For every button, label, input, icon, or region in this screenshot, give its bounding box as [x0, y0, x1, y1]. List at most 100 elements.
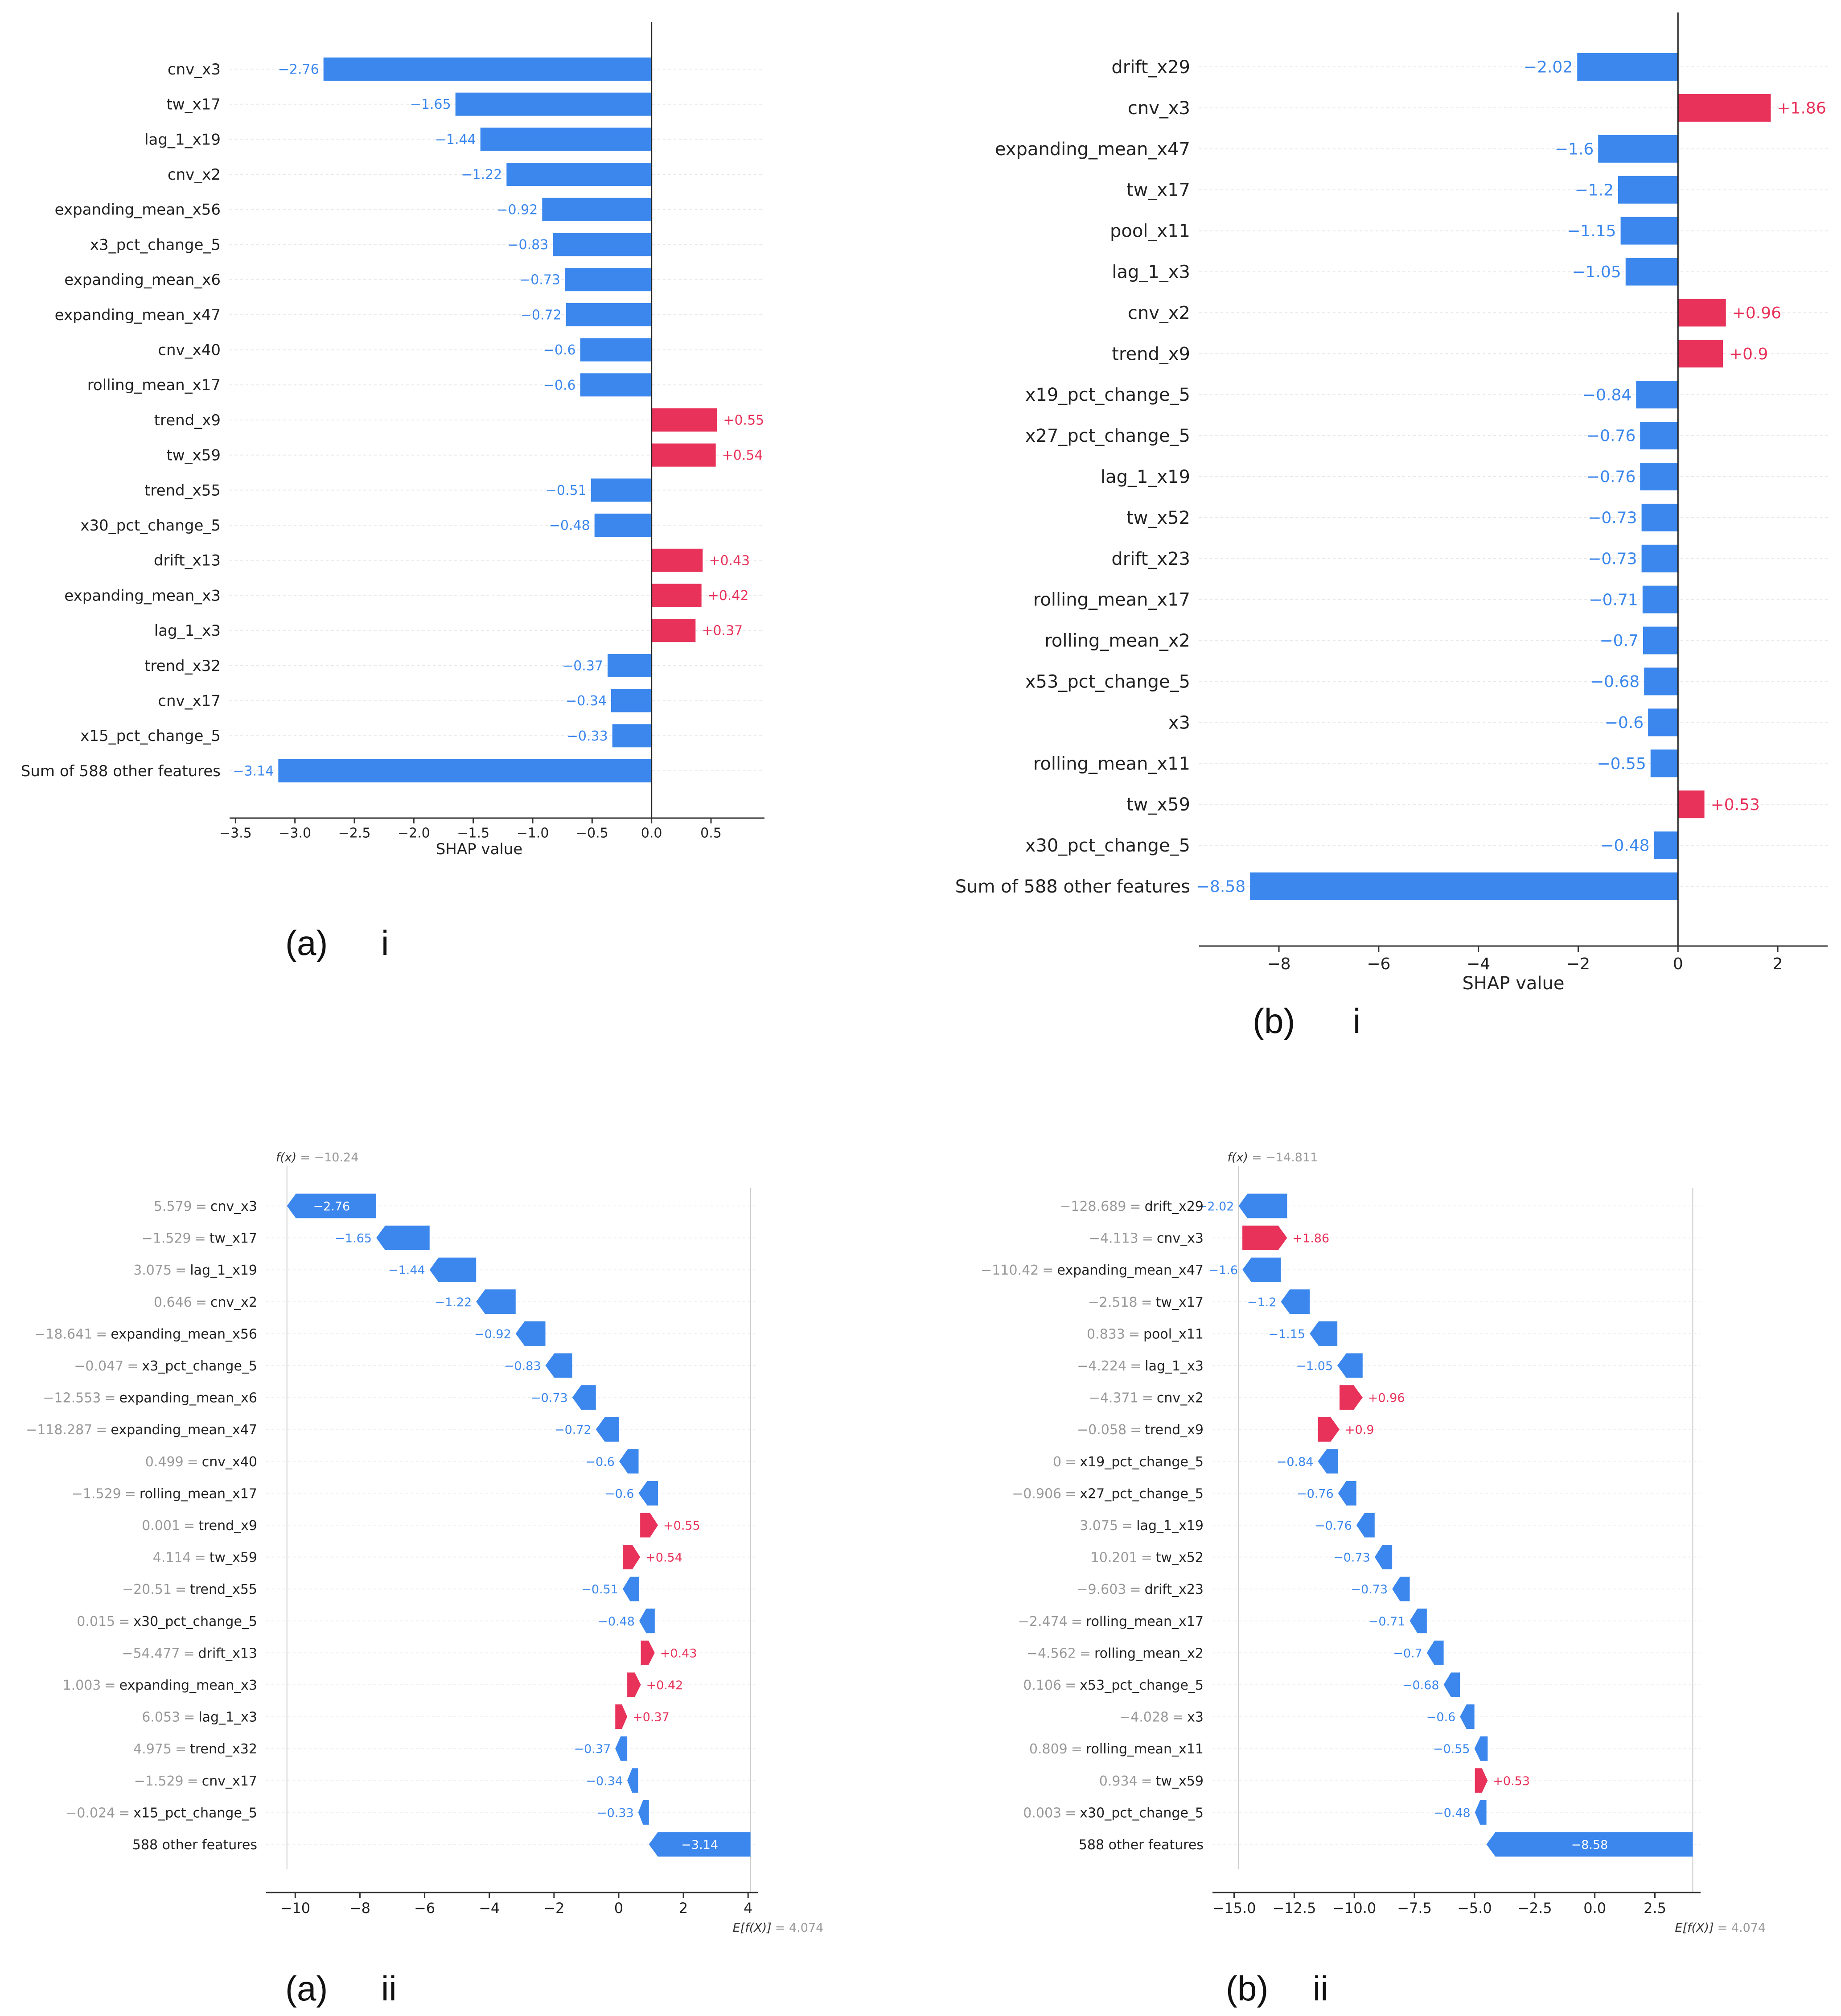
feature-label-19: x15_pct_change_5 [80, 727, 221, 745]
bar-4 [542, 197, 652, 221]
equals-sign: = [195, 1231, 206, 1247]
feature-label-11: tw_x59 [166, 447, 221, 465]
bar-0 [1577, 53, 1678, 81]
feature-label-5: lag_1_x3 [1112, 262, 1190, 283]
feature-name: x53_pct_change_5 [1080, 1678, 1204, 1693]
value-label-18: +0.53 [1711, 796, 1760, 814]
feature-value: −0.047 [74, 1358, 123, 1374]
waterfall-value-10: −0.76 [1315, 1519, 1352, 1533]
value-label-5: −1.05 [1572, 263, 1621, 281]
waterfall-value-16: +0.37 [633, 1711, 670, 1724]
feature-value: 10.201 [1091, 1550, 1138, 1566]
caption-a-ii: (a) ii [285, 1968, 397, 2009]
feature-label-8: 0 = x19_pct_change_5 [1053, 1454, 1204, 1470]
equals-sign: = [96, 1326, 107, 1342]
feature-name: tw_x59 [1156, 1773, 1204, 1789]
feature-label-8: 0.499 = cnv_x40 [145, 1454, 257, 1470]
equals-sign: = [1130, 1422, 1141, 1438]
bar-20 [1250, 872, 1678, 900]
x-tick-label-5: 0 [614, 1900, 623, 1917]
feature-label-9: −1.529 = rolling_mean_x17 [72, 1486, 257, 1502]
waterfall-bar-7 [1318, 1417, 1340, 1442]
bar-3 [1618, 176, 1678, 204]
value-label-0: −2.76 [278, 62, 319, 78]
feature-value: −1.529 [134, 1773, 184, 1789]
value-label-0: −2.02 [1524, 58, 1573, 77]
x-axis-title: SHAP value [1463, 973, 1565, 994]
feature-value: −1.529 [142, 1231, 191, 1247]
feature-value: 0.833 [1087, 1326, 1125, 1342]
feature-name: rolling_mean_x11 [1086, 1741, 1204, 1757]
bar-19 [612, 724, 652, 748]
feature-label-10: trend_x9 [154, 411, 221, 429]
value-label-1: +1.86 [1777, 99, 1826, 118]
equals-sign: = [125, 1486, 136, 1502]
feature-value: −4.113 [1089, 1231, 1138, 1247]
feature-value: −0.906 [1012, 1486, 1061, 1502]
feature-label-15: x53_pct_change_5 [1025, 672, 1190, 692]
feature-name: cnv_x2 [1157, 1391, 1204, 1406]
equals-sign: = [1129, 1326, 1140, 1342]
feature-label-20: 588 other features [1079, 1837, 1204, 1853]
fx-label: f(x) = −10.24 [276, 1151, 359, 1164]
feature-name: rolling_mean_x17 [1086, 1614, 1204, 1629]
bar-10 [1640, 463, 1678, 490]
feature-value: 6.053 [142, 1710, 180, 1725]
feature-label-9: −0.906 = x27_pct_change_5 [1012, 1486, 1204, 1502]
caption-b-ii-letter: (b) [1226, 1969, 1269, 2008]
feature-label-5: −0.047 = x3_pct_change_5 [74, 1358, 257, 1374]
waterfall-value-11: −0.73 [1333, 1551, 1370, 1565]
bar-8 [1636, 381, 1678, 409]
value-label-15: −0.68 [1590, 673, 1640, 691]
waterfall-bar-14 [641, 1640, 655, 1665]
feature-label-7: expanding_mean_x47 [55, 306, 221, 324]
equals-sign: = [1080, 1646, 1091, 1661]
waterfall-value-15: +0.42 [646, 1679, 683, 1692]
feature-name: x19_pct_change_5 [1080, 1454, 1204, 1470]
feature-label-1: tw_x17 [166, 96, 221, 114]
feature-label-12: −20.51 = trend_x55 [122, 1582, 257, 1597]
waterfall-value-12: −0.51 [581, 1583, 618, 1596]
equals-sign: = [1141, 1550, 1152, 1566]
feature-label-2: lag_1_x19 [144, 131, 221, 148]
feature-label-16: −4.028 = x3 [1119, 1710, 1204, 1725]
waterfall-value-13: −0.48 [598, 1615, 635, 1629]
waterfall-value-18: +0.53 [1493, 1774, 1530, 1788]
feature-label-3: 0.646 = cnv_x2 [154, 1295, 257, 1310]
feature-label-7: −0.058 = trend_x9 [1077, 1422, 1204, 1438]
equals-sign: = [127, 1358, 138, 1374]
feature-label-8: cnv_x40 [158, 341, 221, 359]
waterfall-bar-20 [1486, 1832, 1693, 1857]
equals-sign: = [1122, 1518, 1133, 1534]
waterfall-bar-11 [1374, 1545, 1393, 1570]
waterfall-value-7: +0.9 [1345, 1423, 1374, 1437]
bar-20 [278, 759, 652, 782]
equals-sign: = [184, 1710, 195, 1725]
waterfall-bar-5 [1337, 1353, 1363, 1378]
value-label-17: −0.55 [1597, 755, 1646, 773]
equals-sign: = [195, 1550, 206, 1566]
equals-sign: = [1142, 1391, 1153, 1406]
feature-value: −4.371 [1089, 1391, 1138, 1406]
feature-name: trend_x32 [190, 1741, 257, 1757]
equals-sign: = [1071, 1614, 1082, 1629]
equals-sign: = [1065, 1486, 1076, 1502]
feature-name: cnv_x3 [210, 1199, 257, 1214]
equals-sign: = [119, 1805, 130, 1821]
waterfall-bar-1 [1242, 1226, 1287, 1251]
feature-label-13: x30_pct_change_5 [80, 517, 221, 535]
x-tick-label-2: −4 [1467, 955, 1490, 973]
waterfall-value-17: −0.55 [1433, 1742, 1470, 1756]
feature-name: lag_1_x3 [1145, 1358, 1204, 1374]
base-value-name: E[f(X)] [733, 1921, 772, 1935]
waterfall-value-6: −0.73 [531, 1391, 568, 1405]
feature-value: 4.975 [133, 1741, 172, 1757]
feature-value: −54.477 [122, 1646, 180, 1661]
feature-name: expanding_mean_x47 [1057, 1263, 1204, 1278]
fx-label-name: f(x) [1227, 1151, 1248, 1164]
bar-12 [591, 478, 652, 502]
value-label-10: +0.55 [723, 413, 764, 428]
equals-sign: = [1141, 1773, 1152, 1789]
feature-name: cnv_x3 [1157, 1231, 1204, 1247]
waterfall-value-1: +1.86 [1292, 1232, 1329, 1246]
